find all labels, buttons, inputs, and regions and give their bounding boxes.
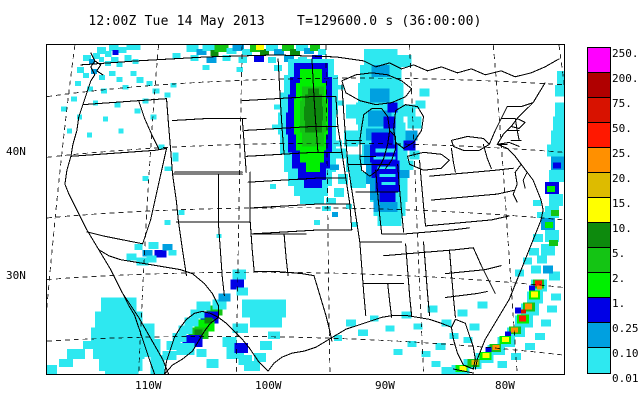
lat-label-30n: 30N: [6, 269, 26, 282]
lon-label-110w: 110W: [135, 379, 162, 392]
colorbar-tick-025: 0.25: [612, 322, 639, 335]
colorbar-segment-010: [588, 348, 610, 373]
colorbar-ticks: 250. 200. 75. 50. 25. 20. 15. 10. 5. 2. 1. 0.25 0.10…: [612, 40, 640, 385]
colorbar-tick-75: 75.: [612, 97, 632, 110]
colorbar-tick-15: 15.: [612, 197, 632, 210]
colorbar-segment-20: [588, 173, 610, 198]
precipitation-field: [47, 45, 564, 374]
precip-gulf-scattered: [333, 301, 488, 358]
colorbar-tick-10: 10.: [612, 222, 632, 235]
page-title: 12:00Z Tue 14 May 2013 T=129600.0 s (36:…: [88, 14, 482, 29]
colorbar-segment-200: [588, 73, 610, 98]
precip-southern-rockies: [126, 152, 185, 266]
colorbar-segment-50: [588, 123, 610, 148]
colorbar-segment-15: [588, 198, 610, 223]
colorbar-tick-20: 20.: [612, 172, 632, 185]
precip-northern-plains-system: [272, 58, 344, 211]
colorbar-tick-50: 50.: [612, 122, 632, 135]
precipitation-map: [46, 44, 565, 375]
colorbar: [587, 47, 611, 374]
colorbar-segment-25: [588, 148, 610, 173]
lon-label-80w: 80W: [495, 379, 515, 392]
colorbar-tick-010: 0.10: [612, 347, 639, 360]
lon-label-90w: 90W: [375, 379, 395, 392]
colorbar-tick-200: 200.: [612, 72, 639, 85]
colorbar-tick-25: 25.: [612, 147, 632, 160]
colorbar-tick-250: 250.: [612, 47, 639, 60]
lon-label-100w: 100W: [255, 379, 282, 392]
precip-south-florida-convection: [431, 265, 562, 374]
precip-pacific-northwest: [60, 45, 179, 182]
colorbar-segment-5: [588, 248, 610, 273]
colorbar-segment-025: [588, 323, 610, 348]
colorbar-tick-1: 1.: [612, 297, 626, 310]
colorbar-segment-2: [588, 273, 610, 298]
colorbar-segment-250: [588, 48, 610, 73]
colorbar-tick-001: 0.01: [612, 372, 639, 385]
colorbar-tick-2: 2.: [612, 272, 626, 285]
colorbar-segment-10: [588, 223, 610, 248]
precip-great-lakes-system: [333, 48, 430, 226]
precip-west-texas-band: [162, 269, 287, 372]
precip-southwest-moisture: [47, 297, 165, 374]
colorbar-segment-1: [588, 298, 610, 323]
precip-atlantic-offshore: [515, 70, 564, 277]
colorbar-tick-5: 5.: [612, 247, 626, 260]
lat-label-40n: 40N: [6, 145, 26, 158]
map-outlines: [64, 52, 560, 374]
colorbar-segment-75: [588, 98, 610, 123]
